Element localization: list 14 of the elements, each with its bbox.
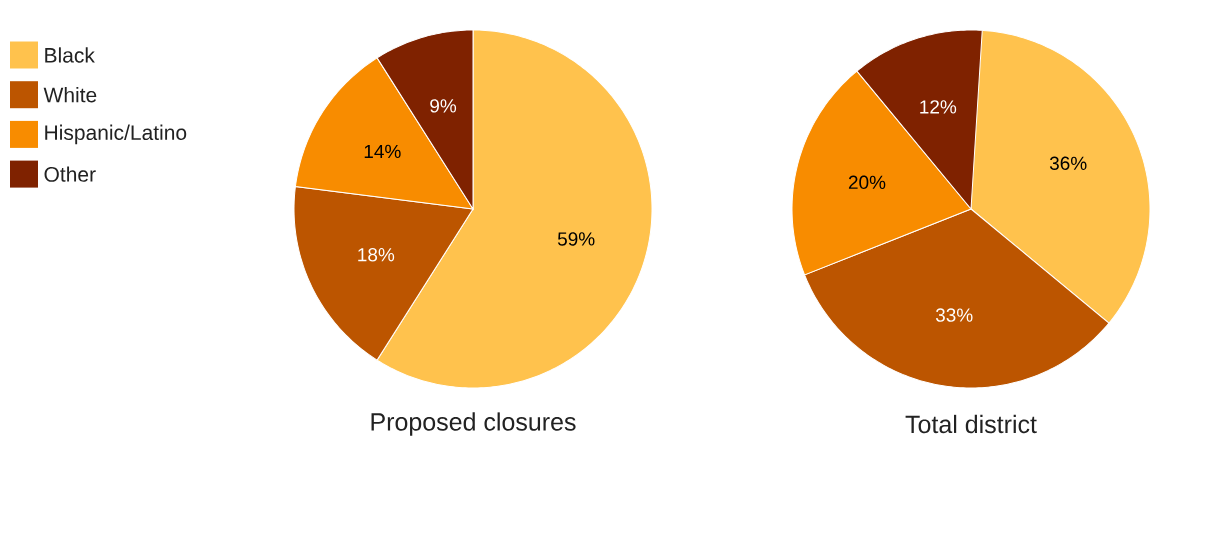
text: Proposed closures [371,412,576,436]
legend-label: Other [44,166,96,182]
legend-label: Hispanic/Latino [45,124,187,145]
legend-label: Black [45,47,95,63]
data-label: 18% [358,248,395,262]
data-label: 14% [364,144,401,159]
text: Total district [905,414,1037,434]
data-label: 20% [848,175,886,190]
data-label: 12% [920,100,957,114]
data-label: 33% [935,308,973,322]
data-label: 36% [1049,156,1087,170]
data-label: 9% [430,99,457,113]
legend-label: White [43,87,97,103]
data-label: 59% [557,232,595,246]
